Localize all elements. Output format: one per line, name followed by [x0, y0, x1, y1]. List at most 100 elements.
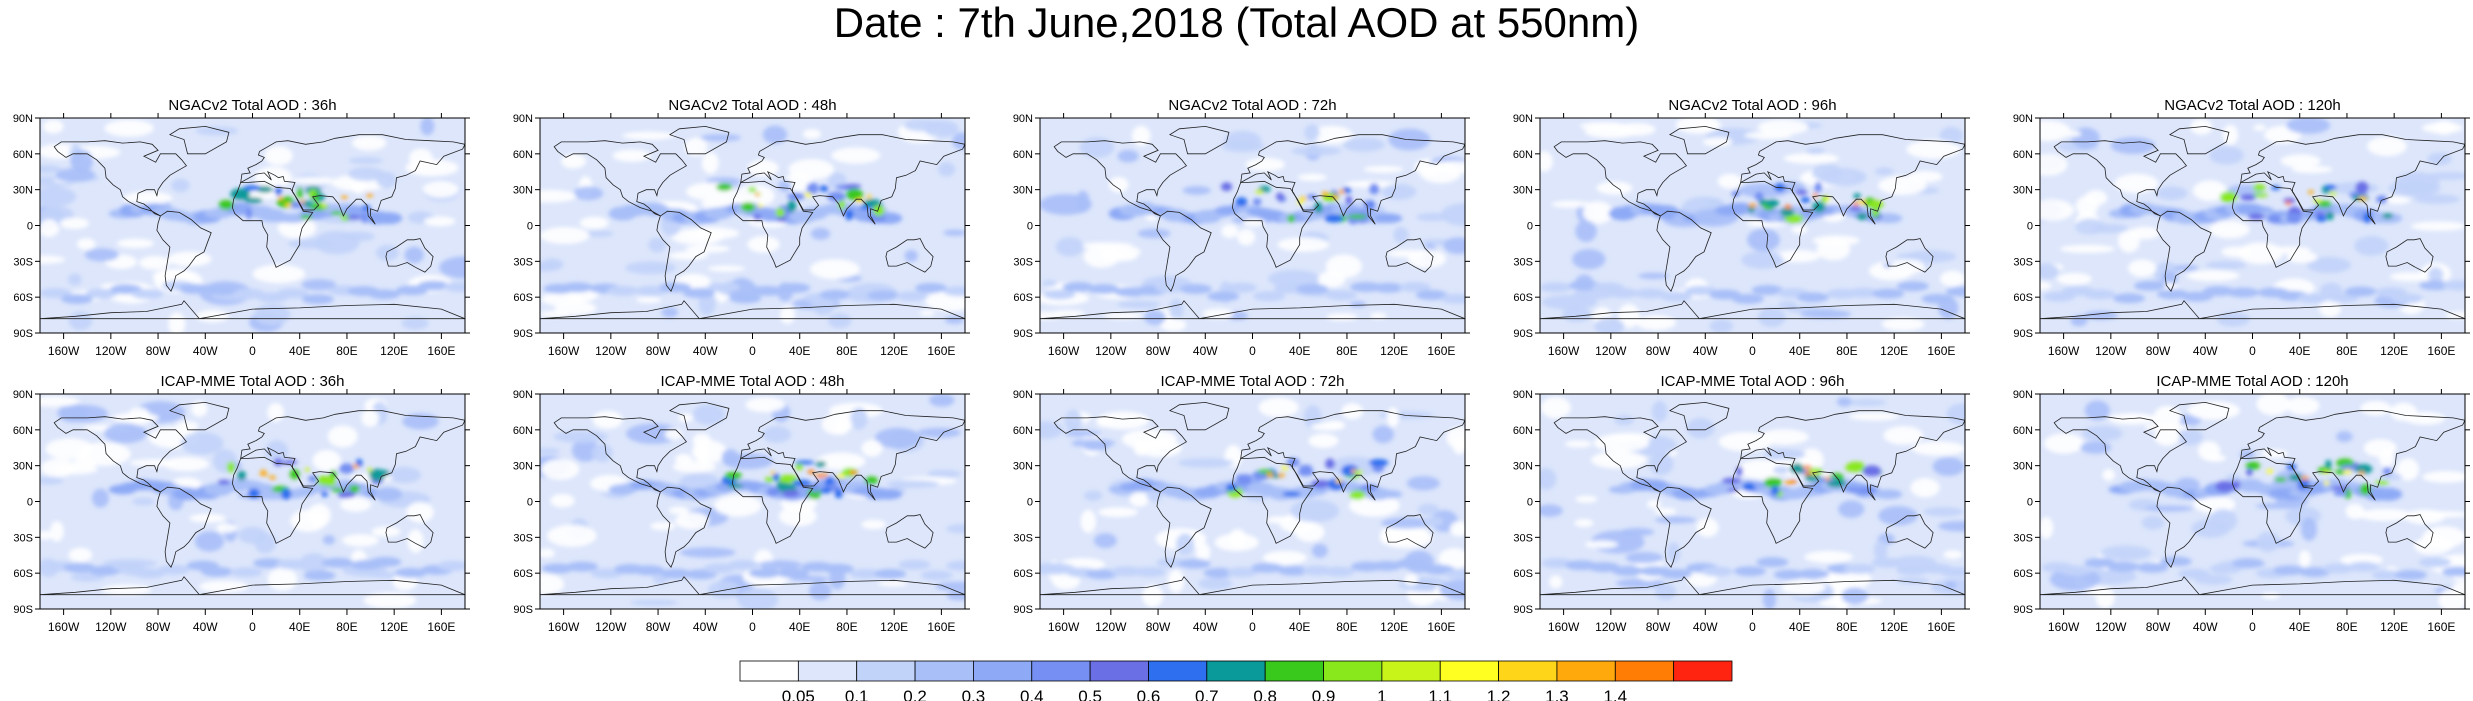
lon-tick-label: 80W: [146, 620, 171, 634]
lat-tick-label: 60S: [1513, 568, 1533, 580]
colorbar-swatch: [1498, 660, 1558, 682]
lat-tick-label: 90S: [1013, 328, 1033, 340]
colorbar-swatch: [1381, 660, 1441, 682]
lat-tick-label: 60S: [13, 292, 33, 304]
colorbar-label: 0.4: [1020, 687, 1044, 701]
lat-tick-label: 90N: [2013, 389, 2033, 401]
lat-tick-label: 0: [1527, 221, 1533, 233]
lon-tick-label: 80E: [1836, 620, 1857, 634]
lon-tick-label: 160E: [927, 344, 955, 358]
lat-tick-label: 30S: [1513, 532, 1533, 544]
lon-tick-label: 160E: [1927, 620, 1955, 634]
colorbar-label: 0.6: [1137, 687, 1161, 701]
lat-tick-label: 60N: [1013, 149, 1033, 161]
lat-tick-label: 0: [1027, 497, 1033, 509]
colorbar-swatch: [797, 660, 858, 682]
lat-tick-label: 90N: [1513, 389, 1533, 401]
lat-tick-label: 30S: [2013, 256, 2033, 268]
lat-tick-label: 90S: [1513, 604, 1533, 616]
lon-tick-label: 40W: [693, 620, 718, 634]
lat-tick-label: 0: [27, 221, 33, 233]
colorbar-label: 0.7: [1195, 687, 1219, 701]
lon-tick-label: 120E: [1380, 620, 1408, 634]
panel-title: NGACv2 Total AOD : 120h: [2164, 97, 2340, 114]
lon-tick-label: 40W: [2193, 344, 2218, 358]
coastlines: [2040, 125, 2465, 320]
lat-tick-label: 30N: [13, 185, 33, 197]
lat-tick-label: 90S: [1513, 328, 1533, 340]
lon-tick-label: 120W: [1595, 344, 1627, 358]
colorbar-swatch: [1264, 660, 1324, 682]
lon-tick-label: 0: [249, 620, 256, 634]
lat-tick-label: 60N: [13, 425, 33, 437]
lon-tick-label: 80E: [336, 344, 357, 358]
lon-tick-label: 0: [1249, 620, 1256, 634]
colorbar-label: 1.3: [1545, 687, 1569, 701]
colorbar-swatch: [1031, 660, 1091, 682]
aod-shading: [1040, 124, 1465, 332]
lat-tick-label: 60N: [513, 149, 533, 161]
colorbar-swatch: [1323, 660, 1383, 682]
coastlines: [540, 401, 965, 596]
lat-tick-label: 30N: [1513, 461, 1533, 473]
panel-title: NGACv2 Total AOD : 48h: [668, 97, 836, 114]
lon-tick-label: 40E: [2289, 344, 2310, 358]
lon-tick-label: 160E: [2427, 620, 2455, 634]
map-panel: ICAP-MME Total AOD : 36h 90N 60N 30N 0 30S 60S…: [13, 373, 470, 634]
lat-tick-label: 60S: [13, 568, 33, 580]
lat-tick-label: 30N: [2013, 185, 2033, 197]
lon-tick-label: 160E: [427, 344, 455, 358]
lat-tick-label: 90N: [1513, 113, 1533, 125]
coastlines: [40, 401, 465, 596]
panel-title: ICAP-MME Total AOD : 36h: [161, 373, 345, 390]
colorbar-label: 0.5: [1078, 687, 1102, 701]
lat-tick-label: 90S: [13, 328, 33, 340]
lon-tick-label: 80E: [2336, 344, 2357, 358]
lon-tick-label: 80E: [836, 620, 857, 634]
lon-tick-label: 80W: [1646, 344, 1671, 358]
lat-tick-label: 60N: [1013, 425, 1033, 437]
lat-tick-label: 30S: [513, 256, 533, 268]
lat-tick-label: 0: [2027, 221, 2033, 233]
colorbar-swatch: [1556, 660, 1616, 682]
colorbar-swatch: [739, 660, 799, 682]
lat-tick-label: 60S: [1013, 568, 1033, 580]
lon-tick-label: 40W: [193, 344, 218, 358]
lon-tick-label: 80W: [1146, 620, 1171, 634]
lon-tick-label: 120E: [880, 344, 908, 358]
lat-tick-label: 0: [2027, 497, 2033, 509]
colorbar-label: 0.2: [903, 687, 927, 701]
lat-tick-label: 90N: [13, 113, 33, 125]
map-panel: NGACv2 Total AOD : 96h 90N 60N 30N 0 30S 60S 90…: [1513, 97, 1970, 358]
lat-tick-label: 30N: [513, 185, 533, 197]
lon-tick-label: 160E: [1427, 344, 1455, 358]
lat-tick-label: 90S: [513, 328, 533, 340]
lon-tick-label: 80E: [2336, 620, 2357, 634]
panel-title: NGACv2 Total AOD : 96h: [1668, 97, 1836, 114]
lon-tick-label: 120E: [380, 620, 408, 634]
lon-tick-label: 40E: [789, 620, 810, 634]
lat-tick-label: 90N: [1013, 113, 1033, 125]
colorbar-label: 0.3: [962, 687, 986, 701]
colorbar-swatch: [1148, 660, 1208, 682]
lon-tick-label: 40E: [2289, 620, 2310, 634]
lon-tick-label: 80E: [336, 620, 357, 634]
lon-tick-label: 40W: [1693, 620, 1718, 634]
lon-tick-label: 160W: [48, 620, 80, 634]
lat-tick-label: 30S: [13, 256, 33, 268]
lat-tick-label: 30N: [1013, 185, 1033, 197]
lon-tick-label: 0: [1749, 344, 1756, 358]
lat-tick-label: 60S: [1513, 292, 1533, 304]
colorbar-label: 0.05: [782, 687, 815, 701]
lon-tick-label: 120E: [2380, 620, 2408, 634]
lat-tick-label: 90N: [1013, 389, 1033, 401]
lon-tick-label: 0: [1249, 344, 1256, 358]
lat-tick-label: 60S: [1013, 292, 1033, 304]
colorbar-swatch: [1206, 660, 1266, 682]
colorbar-label: 1.1: [1428, 687, 1452, 701]
lon-tick-label: 120E: [2380, 344, 2408, 358]
map-panel: NGACv2 Total AOD : 72h 90N 60N 30N 0 30S 60S 90…: [1013, 97, 1470, 358]
lon-tick-label: 160W: [2048, 620, 2080, 634]
lat-tick-label: 30S: [2013, 532, 2033, 544]
